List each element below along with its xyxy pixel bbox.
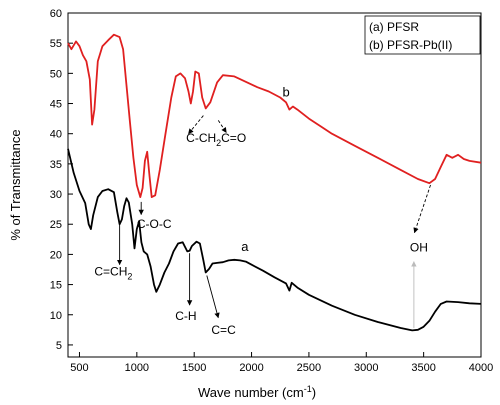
- y-tick-label: 45: [50, 99, 62, 111]
- x-tick-label: 3000: [354, 362, 378, 374]
- annotation-arrow: [413, 184, 431, 234]
- x-tick-label: 2500: [297, 362, 321, 374]
- annotation-label: C-CH2: [186, 131, 221, 148]
- annotation-label: C=C: [211, 323, 236, 337]
- y-tick-label: 60: [50, 8, 62, 20]
- x-axis-label: Wave number (cm-1): [198, 384, 316, 400]
- y-tick-label: 35: [50, 159, 62, 171]
- y-axis: 5 10 15 20 25 30 35 40 45 50 55 60: [50, 8, 73, 352]
- annotation-label: C-O-C: [137, 217, 172, 231]
- y-tick-label: 40: [50, 129, 62, 141]
- annotation-arrow: [206, 275, 220, 319]
- annotation-label: C=O: [221, 131, 246, 145]
- annotations: C-CH2 C=O C-O-C C=CH2 C-H C=C OH: [94, 115, 431, 337]
- plot-frame: [67, 12, 482, 358]
- y-tick-label: 15: [50, 280, 62, 292]
- y-axis-label: % of Transmittance: [8, 129, 23, 240]
- annotation-label: C=CH2: [94, 265, 132, 282]
- legend-box: [364, 15, 481, 55]
- y-tick-label: 20: [50, 249, 62, 261]
- x-axis: 500 1000 1500 2000 2500 3000 3500 4000: [70, 352, 493, 374]
- series-group: ba: [67, 33, 482, 332]
- legend-entry-0: (a) PFSR: [369, 20, 419, 34]
- y-tick-label: 10: [50, 310, 62, 322]
- x-tick-label: 500: [70, 362, 88, 374]
- x-tick-label: 2000: [239, 362, 263, 374]
- x-tick-label: 4000: [469, 362, 493, 374]
- y-tick-label: 50: [50, 68, 62, 80]
- annotation-label: OH: [410, 240, 428, 254]
- legend: (a) PFSR (b) PFSR-Pb(II): [364, 15, 481, 55]
- series-line-a: [67, 148, 482, 332]
- annotation-arrow: [217, 120, 227, 133]
- x-tick-label: 1000: [125, 362, 149, 374]
- y-tick-label: 55: [50, 38, 62, 50]
- y-tick-label: 25: [50, 219, 62, 231]
- curve-label-b: b: [283, 84, 290, 99]
- curve-label-a: a: [241, 239, 249, 254]
- x-tick-label: 1500: [182, 362, 206, 374]
- annotation-label: C-H: [175, 309, 196, 323]
- y-tick-label: 5: [56, 340, 62, 352]
- annotation-arrow: [188, 115, 204, 135]
- y-tick-label: 30: [50, 189, 62, 201]
- series-line-b: [67, 33, 482, 198]
- legend-entry-1: (b) PFSR-Pb(II): [369, 38, 452, 52]
- x-tick-label: 3500: [411, 362, 435, 374]
